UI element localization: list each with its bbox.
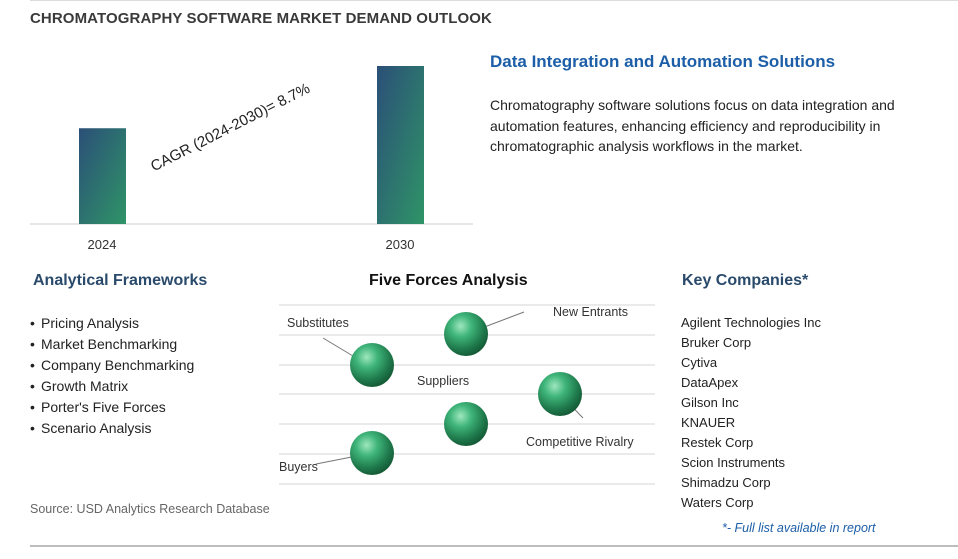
companies-list: Agilent Technologies Inc Bruker Corp Cyt… [681, 313, 821, 513]
bottom-divider [30, 545, 958, 547]
demand-bar-chart: 2024 2030 [30, 66, 473, 252]
frameworks-heading: Analytical Frameworks [33, 272, 208, 289]
x-tick-2030: 2030 [386, 237, 415, 252]
force-label-competitive-rivalry: Competitive Rivalry [526, 435, 634, 449]
force-label-new-entrants: New Entrants [553, 305, 629, 319]
feature-text: Chromatography software solutions focus … [490, 97, 895, 154]
list-item: Agilent Technologies Inc [681, 315, 821, 330]
list-item: Shimadzu Corp [681, 475, 771, 490]
list-item: Bruker Corp [681, 335, 752, 350]
bar-2030 [377, 66, 424, 224]
list-item: Company Benchmarking [30, 355, 194, 376]
ball-substitutes [350, 343, 394, 387]
ball-suppliers [444, 402, 488, 446]
list-item: Restek Corp [681, 435, 754, 450]
force-label-buyers: Buyers [279, 460, 318, 474]
companies-heading: Key Companies* [682, 272, 809, 289]
list-item: Pricing Analysis [30, 313, 194, 334]
top-divider [30, 0, 958, 1]
forces-grid-lines [279, 304, 655, 485]
page-title: CHROMATOGRAPHY SOFTWARE MARKET DEMAND OU… [30, 10, 492, 27]
feature-heading: Data Integration and Automation Solution… [490, 52, 836, 71]
x-tick-2024: 2024 [88, 237, 117, 252]
forces-heading: Five Forces Analysis [369, 272, 528, 289]
list-item: KNAUER [681, 415, 736, 430]
ball-competitive-rivalry [538, 372, 582, 416]
list-item: Cytiva [681, 355, 718, 370]
force-label-substitutes: Substitutes [287, 316, 349, 330]
list-item: Waters Corp [681, 495, 754, 510]
source-note: Source: USD Analytics Research Database [30, 502, 270, 516]
list-item: Porter's Five Forces [30, 397, 194, 418]
list-item: Growth Matrix [30, 376, 194, 397]
bar-2024 [79, 128, 126, 224]
ball-buyers [350, 431, 394, 475]
list-item: Scenario Analysis [30, 418, 194, 439]
frameworks-list: Pricing Analysis Market Benchmarking Com… [30, 313, 194, 439]
full-list-note: *- Full list available in report [722, 521, 876, 535]
list-item: DataApex [681, 375, 739, 390]
force-label-suppliers: Suppliers [417, 374, 470, 388]
list-item: Scion Instruments [681, 455, 786, 470]
ball-new-entrants [444, 312, 488, 356]
list-item: Gilson Inc [681, 395, 739, 410]
list-item: Market Benchmarking [30, 334, 194, 355]
